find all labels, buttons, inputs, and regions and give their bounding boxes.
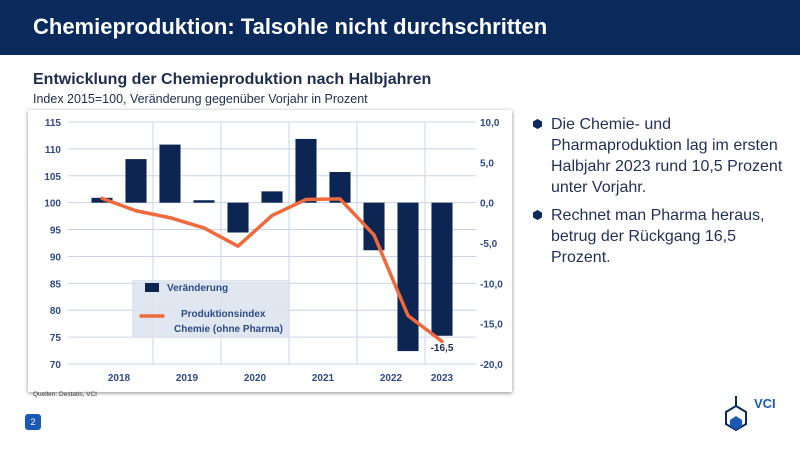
bullet-text: Rechnet man Pharma heraus, betrug der Rü…: [551, 207, 765, 266]
right-axis-tick-label: 0,0: [480, 199, 494, 210]
right-axis-tick-label: -10,0: [480, 279, 503, 290]
slide-header: Chemieproduktion: Talsohle nicht durchsc…: [0, 0, 800, 55]
x-axis-year-label: 2023: [431, 373, 454, 384]
left-axis-tick-label: 70: [50, 360, 62, 371]
bar: [193, 200, 215, 203]
bar: [91, 197, 113, 203]
bar: [125, 159, 147, 203]
left-axis-tick-label: 100: [44, 199, 61, 210]
x-axis-year-label: 2020: [244, 373, 267, 384]
left-axis-tick-label: 90: [50, 252, 62, 263]
slide-title: Chemieproduktion: Talsohle nicht durchsc…: [33, 14, 548, 39]
logo-text: VCI: [754, 396, 776, 411]
legend-label: Veränderung: [167, 283, 228, 294]
left-axis-tick-label: 105: [44, 172, 61, 183]
chart-title: Entwicklung der Chemieproduktion nach Ha…: [33, 71, 432, 88]
chart-svg: 70 75 80 85 90 95 100 105 110 115 -20,0 -15,0 -10,0 -…: [44, 118, 503, 384]
x-axis-year-label: 2018: [108, 373, 131, 384]
x-axis-year-label: 2021: [312, 373, 335, 384]
source-note: Quellen: Destatis, VCI: [33, 391, 97, 398]
right-axis-tick-label: 10,0: [480, 118, 500, 129]
legend-label: Produktionsindex: [181, 309, 266, 320]
bar: [159, 144, 181, 203]
left-axis-tick-label: 115: [45, 118, 62, 129]
vci-logo-icon: [725, 396, 747, 432]
bar: [329, 172, 351, 203]
hexagon-bullet-icon: [533, 210, 542, 220]
x-axis-year-label: 2019: [176, 373, 199, 384]
left-axis-tick-label: 85: [50, 279, 62, 290]
left-axis-tick-label: 95: [50, 226, 62, 237]
left-axis-tick-label: 75: [50, 333, 62, 344]
hexagon-bullet-icon: [533, 119, 542, 129]
right-axis-tick-label: -5,0: [480, 239, 498, 250]
left-axis-tick-label: 110: [45, 145, 62, 156]
index-line: [100, 196, 444, 344]
legend-bar-swatch: [145, 283, 159, 292]
bar: [363, 202, 385, 251]
right-axis-tick-label: -20,0: [480, 360, 503, 371]
bar: [397, 202, 419, 352]
left-axis-tick-label: 80: [50, 306, 62, 317]
right-axis-tick-label: -15,0: [480, 320, 503, 331]
bar: [227, 202, 249, 233]
bar: [261, 191, 283, 203]
bar: [295, 138, 317, 203]
x-axis-year-label: 2022: [380, 373, 403, 384]
legend-label: Chemie (ohne Pharma): [174, 324, 283, 335]
bar-data-label: -16,5: [431, 343, 454, 354]
bullet-text: Die Chemie- und Pharmaproduktion lag im …: [551, 116, 783, 196]
chart-subtitle: Index 2015=100, Veränderung gegenüber Vo…: [33, 92, 368, 106]
bullet-item: Rechnet man Pharma heraus, betrug der Rü…: [533, 205, 783, 268]
chart-panel: 70 75 80 85 90 95 100 105 110 115 -20,0 -15,0 -10,0 -…: [28, 110, 512, 392]
bullet-list: Die Chemie- und Pharmaproduktion lag im …: [533, 114, 783, 275]
page-number-badge: 2: [25, 414, 41, 430]
bullet-item: Die Chemie- und Pharmaproduktion lag im …: [533, 114, 783, 198]
bar: [431, 202, 453, 336]
right-axis-tick-label: 5,0: [480, 158, 494, 169]
